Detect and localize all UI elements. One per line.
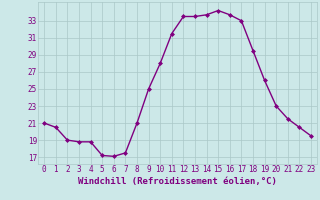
X-axis label: Windchill (Refroidissement éolien,°C): Windchill (Refroidissement éolien,°C) [78, 177, 277, 186]
